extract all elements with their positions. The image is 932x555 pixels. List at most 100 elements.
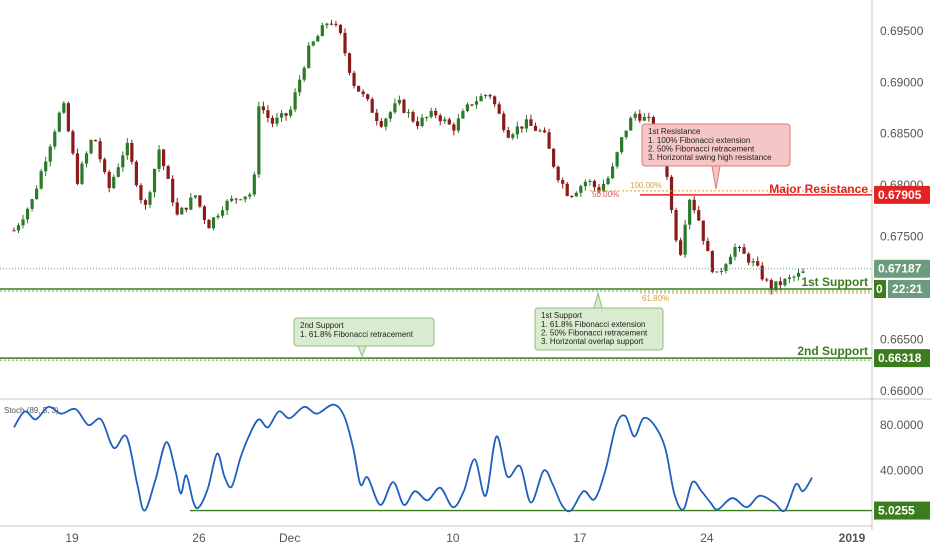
candle-body (688, 199, 692, 225)
candle-body (669, 176, 674, 210)
candle-body (538, 130, 542, 132)
candle-body (393, 103, 397, 113)
candle-body (180, 207, 184, 215)
candle-body (311, 41, 315, 46)
callout-line: 1. 100% Fibonacci extension (648, 136, 750, 145)
time-tick-label: 2019 (839, 531, 866, 545)
candle-body (53, 131, 57, 147)
candle-body (488, 94, 492, 97)
candle-body (483, 94, 488, 97)
candle-body (220, 210, 225, 216)
candle-body (620, 137, 624, 153)
candle-body (406, 112, 411, 114)
candle-body (760, 265, 764, 280)
candle-body (384, 118, 388, 127)
candle-body (524, 119, 529, 129)
candle-body (402, 99, 406, 113)
candle-body (112, 176, 116, 188)
candle-body (107, 171, 111, 188)
stoch-tick-label: 80.0000 (880, 418, 924, 432)
candle-body (787, 277, 792, 279)
stoch-level-tag-box (874, 501, 930, 520)
fib-label-61: 61.80% (642, 294, 669, 303)
candle-body (25, 208, 30, 220)
last-price-tag-box (874, 259, 930, 278)
candle-body (211, 217, 216, 229)
candle-body (574, 192, 578, 197)
candle-body (706, 240, 710, 252)
candle-body (520, 126, 524, 129)
candle-body (474, 101, 479, 105)
candle-body (583, 181, 587, 187)
candle-body (16, 225, 21, 231)
candle-body (284, 113, 288, 116)
candle-body (207, 219, 211, 229)
candle-body (597, 187, 601, 192)
candle-body (615, 152, 619, 167)
candle-body (434, 110, 438, 116)
candle-body (162, 149, 166, 167)
candle-body (175, 202, 179, 215)
candle-body (638, 113, 642, 121)
time-tick-label: 17 (573, 531, 587, 545)
candle-body (601, 184, 606, 192)
price-tick-label: 0.69000 (880, 75, 924, 89)
candle-body (415, 121, 420, 127)
candle-body (261, 106, 265, 111)
candle-body (35, 188, 39, 200)
candle-body (338, 24, 343, 33)
callout-title: 1st Support (541, 311, 583, 320)
candle-body (796, 272, 801, 277)
candle-body (202, 206, 207, 220)
candle-body (252, 174, 256, 195)
candle-body (125, 142, 129, 156)
candle-body (62, 103, 66, 113)
candle-body (248, 194, 252, 197)
candle-body (465, 104, 470, 112)
price-tick-label: 0.66000 (880, 384, 924, 398)
candle-body (343, 32, 347, 54)
candle-body (12, 230, 16, 232)
candle-body (579, 186, 583, 193)
candle-body (243, 196, 247, 200)
candle-body (57, 112, 61, 132)
candle-body (733, 247, 737, 257)
major-resistance-tag-box (874, 185, 930, 204)
candle-body (157, 149, 161, 169)
candle-body (438, 115, 442, 122)
candle-body (80, 163, 84, 184)
price-tick-label: 0.68500 (880, 127, 924, 141)
candle-body (542, 130, 547, 133)
callout-line: 1. 61.8% Fibonacci extension (541, 320, 646, 329)
second-support-label: 2nd Support (797, 344, 868, 358)
candle-body (778, 281, 782, 286)
candle-body (470, 104, 474, 106)
candle-body (801, 271, 805, 273)
candle-body (724, 264, 728, 271)
candle-body (642, 116, 646, 121)
callout-pointer (711, 165, 721, 189)
candle-body (325, 23, 329, 26)
callout-title: 2nd Support (300, 321, 344, 330)
candle-body (447, 119, 451, 125)
candle-body (171, 178, 175, 203)
candle-body (189, 197, 193, 210)
candle-body (370, 99, 374, 113)
candle-body (506, 130, 510, 138)
candle-body (443, 119, 447, 122)
candle-body (89, 139, 93, 154)
candle-body (397, 99, 402, 104)
candle-body (633, 113, 637, 118)
candle-body (257, 106, 261, 175)
candle-body (148, 192, 152, 205)
last-price-tag: 0.67187 (874, 259, 930, 278)
major-resistance-label: Major Resistance (769, 182, 868, 196)
candle-body (529, 119, 533, 126)
candle-body (456, 118, 460, 131)
candle-body (624, 130, 628, 138)
time-tick-label: Dec (279, 531, 300, 545)
candle-body (48, 146, 52, 162)
candle-body (225, 200, 229, 211)
